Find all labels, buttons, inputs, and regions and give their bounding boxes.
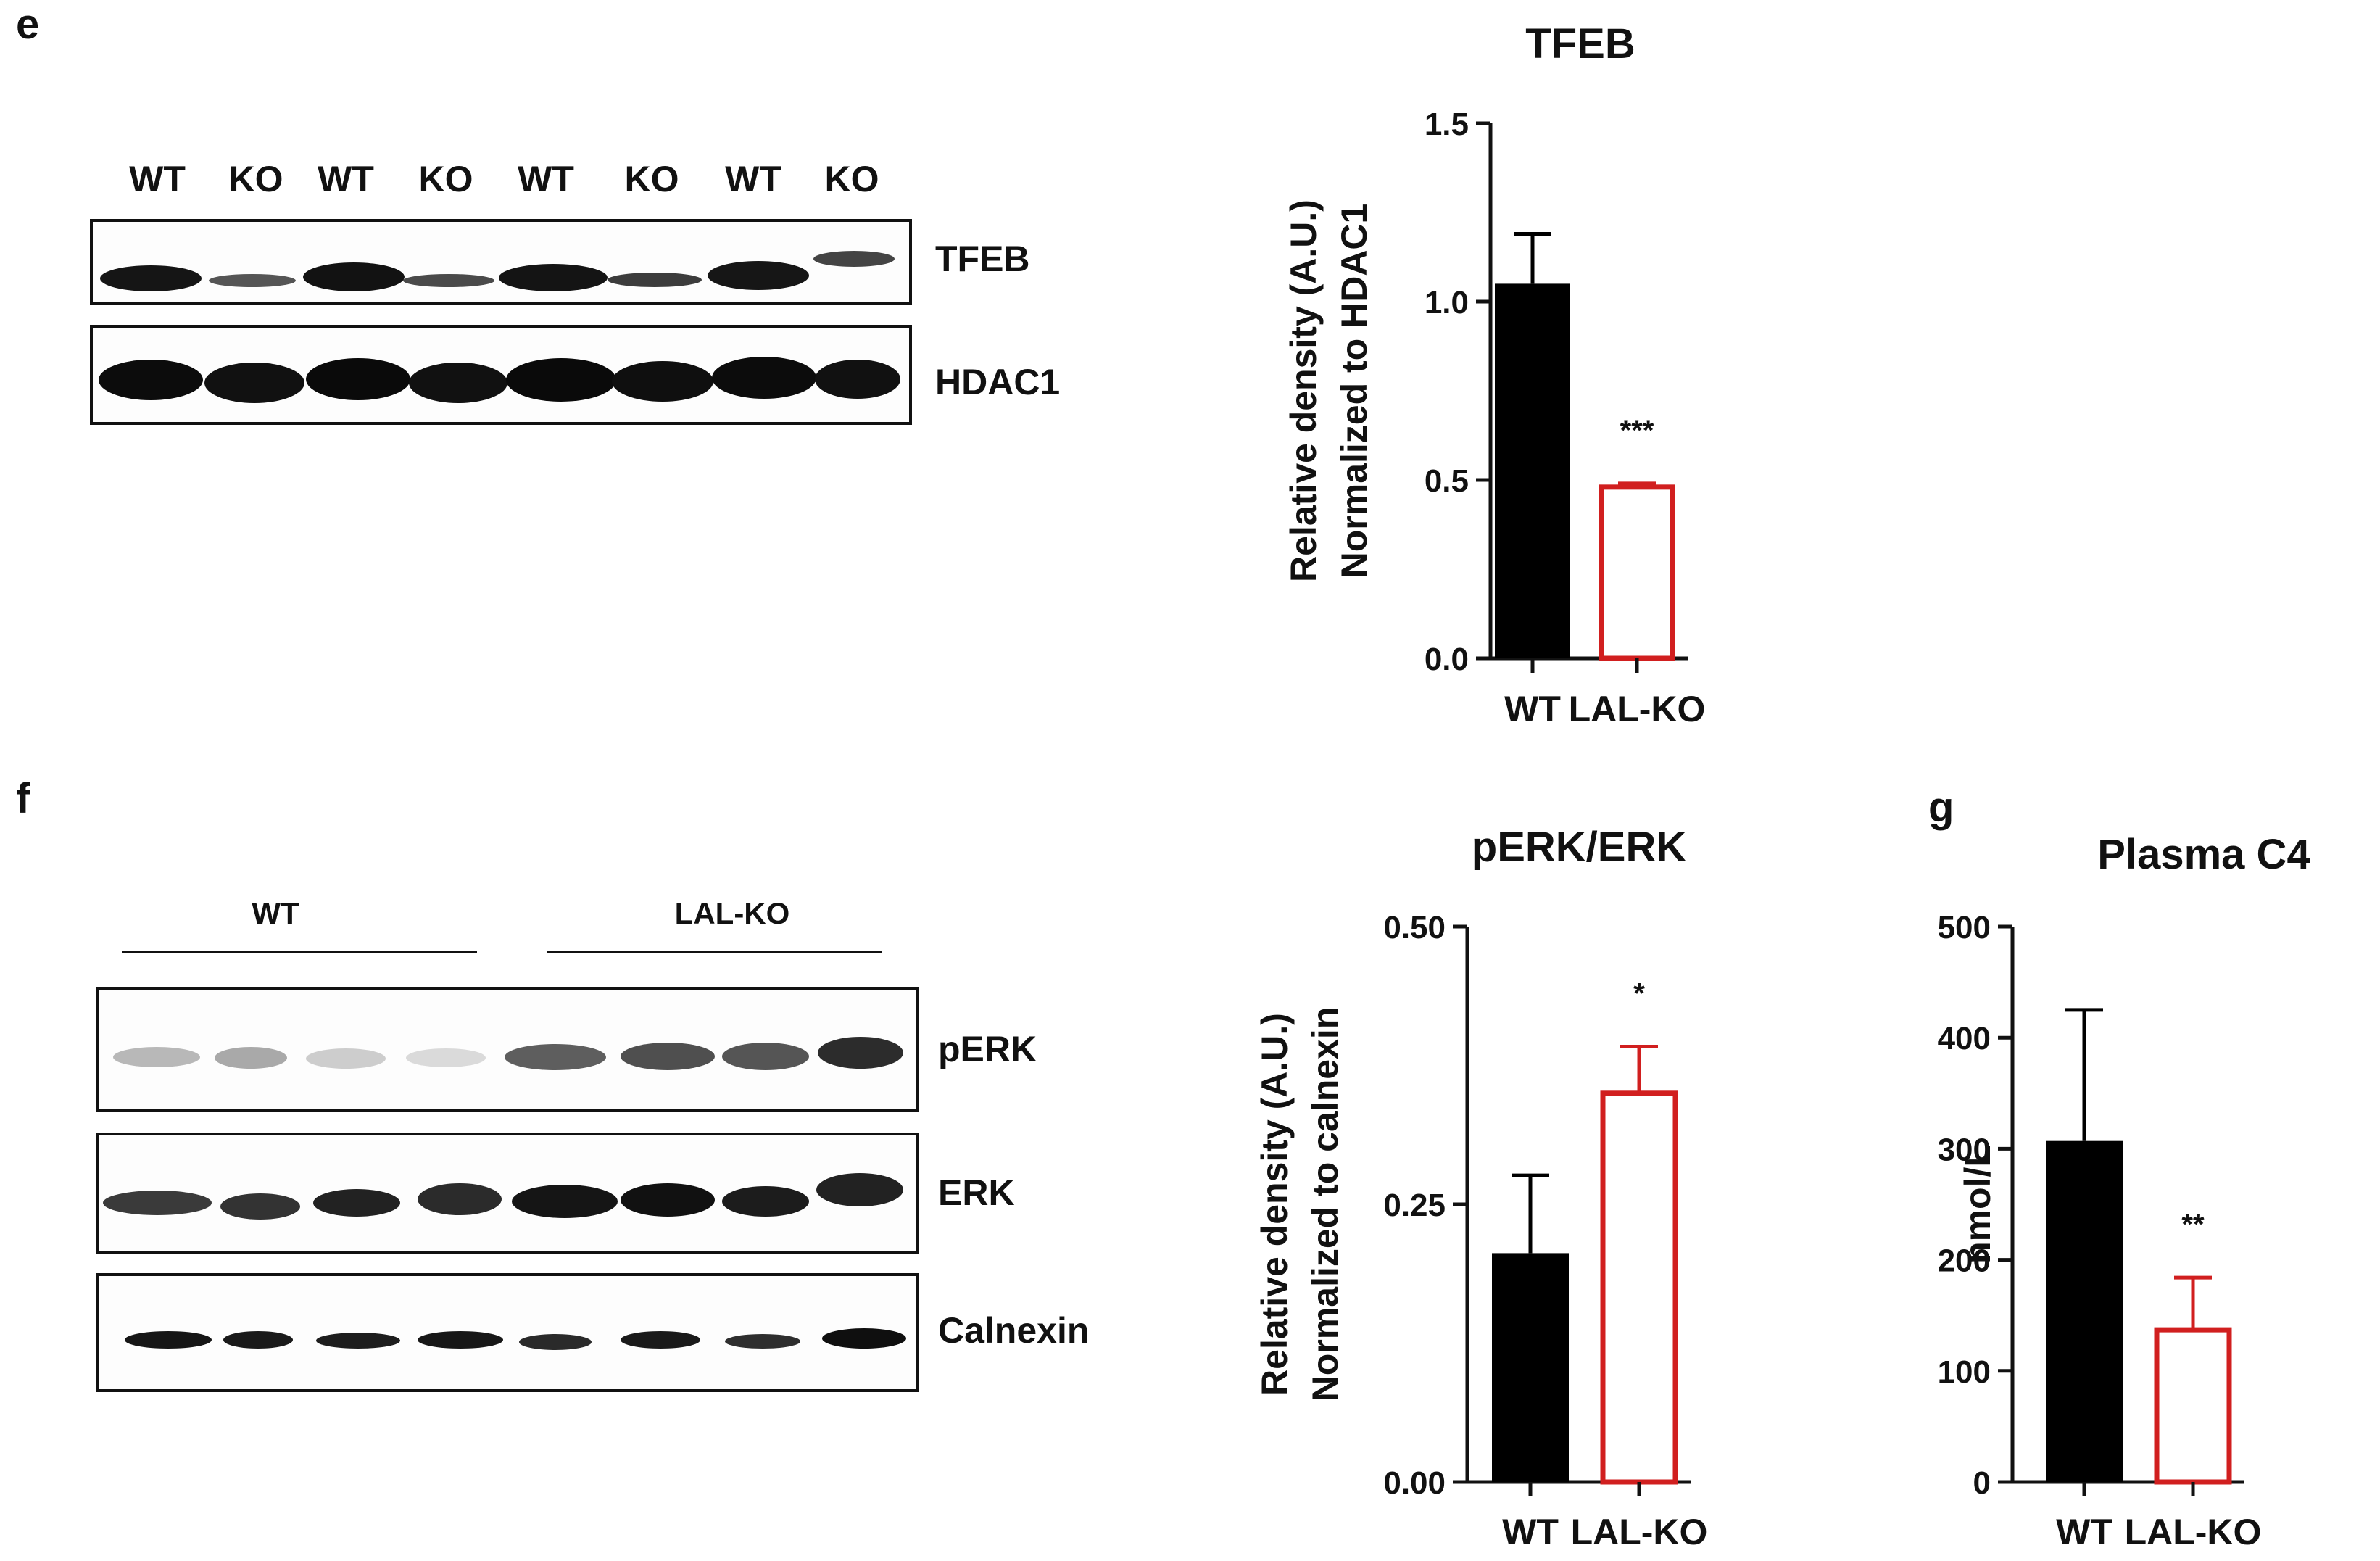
group-bar-wt <box>122 951 477 953</box>
lane-label: WT <box>129 159 186 199</box>
panel-letter-e: e <box>16 1 40 48</box>
y-tick-label: 0 <box>1973 1465 1991 1501</box>
perk-blot <box>96 987 919 1112</box>
chart-title: TFEB <box>1525 20 1635 67</box>
y-tick-label: 1.5 <box>1425 107 1469 142</box>
y-tick-label: 200 <box>1938 1243 1991 1279</box>
lane-label: KO <box>418 159 473 199</box>
lane-label: WT <box>518 159 574 199</box>
category-label: WT <box>2056 1512 2112 1552</box>
blot-label-perk: pERK <box>938 1029 1037 1069</box>
bar-wt <box>1495 283 1570 658</box>
blot-label-calnexin: Calnexin <box>938 1310 1090 1351</box>
group-label-lal-ko: LAL-KO <box>674 896 790 930</box>
y-tick-label: 500 <box>1938 910 1991 945</box>
lane-label: KO <box>228 159 283 199</box>
chart-perk-erk: pERK/ERK 0.00 0.25 0.50 WT LAL-KO * Relative de… <box>1254 824 1707 1552</box>
blot-label-hdac1: HDAC1 <box>935 362 1061 402</box>
panel-letter-f: f <box>16 775 30 822</box>
y-tick-label: 0.25 <box>1383 1188 1446 1223</box>
tfeb-blot <box>90 219 912 305</box>
group-bar-lal-ko <box>547 951 882 953</box>
chart-tfeb: TFEB 0.0 0.5 1.0 1.5 WT LAL-KO *** Relative dens… <box>1283 20 1705 729</box>
y-tick-label: 300 <box>1938 1132 1991 1167</box>
hdac1-blot <box>90 325 912 425</box>
group-label-wt: WT <box>252 896 299 930</box>
y-axis-label: Relative density (A.U.) <box>1283 199 1324 582</box>
significance-marker: *** <box>1620 415 1654 447</box>
chart-title: Plasma C4 <box>2097 831 2310 878</box>
y-tick-label: 0.00 <box>1383 1465 1446 1501</box>
chart-title: pERK/ERK <box>1472 824 1687 871</box>
y-tick-label: 0.5 <box>1425 463 1469 499</box>
calnexin-blot <box>96 1273 919 1392</box>
bar-wt <box>2046 1140 2123 1482</box>
lane-label: KO <box>824 159 879 199</box>
y-axis-label: Normalized to calnexin <box>1305 1007 1346 1402</box>
chart-plasma-c4: Plasma C4 0 100 200 300 400 500 WT LAL-KO ** nmol/… <box>1938 831 2310 1552</box>
category-label: LAL-KO <box>2125 1512 2262 1552</box>
bar-lal-ko <box>1600 1090 1678 1485</box>
lane-label: WT <box>725 159 781 199</box>
blot-label-erk: ERK <box>938 1172 1015 1213</box>
category-label: WT <box>1502 1512 1559 1552</box>
blot-label-tfeb: TFEB <box>935 239 1030 279</box>
y-axis-label: Relative density (A.U.) <box>1254 1013 1295 1396</box>
category-label: LAL-KO <box>1571 1512 1708 1552</box>
panel-letter-g: g <box>1928 784 1954 831</box>
bar-wt <box>1492 1253 1569 1482</box>
lane-label: WT <box>318 159 374 199</box>
significance-marker: * <box>1633 977 1645 1009</box>
y-tick-label: 0.50 <box>1383 910 1446 945</box>
erk-blot <box>96 1133 919 1254</box>
y-tick-label: 0.0 <box>1425 642 1469 677</box>
y-tick-label: 100 <box>1938 1354 1991 1390</box>
bar-lal-ko <box>1599 484 1675 661</box>
significance-marker: ** <box>2181 1209 2205 1241</box>
y-tick-label: 1.0 <box>1425 285 1469 320</box>
y-axis-label: Normalized to HDAC1 <box>1334 204 1374 579</box>
y-axis-label: nmol/L <box>1957 1145 1998 1264</box>
y-tick-label: 400 <box>1938 1021 1991 1056</box>
bar-lal-ko <box>2154 1327 2232 1485</box>
category-label: WT <box>1504 689 1561 729</box>
lane-label: KO <box>624 159 679 199</box>
category-label: LAL-KO <box>1569 689 1706 729</box>
